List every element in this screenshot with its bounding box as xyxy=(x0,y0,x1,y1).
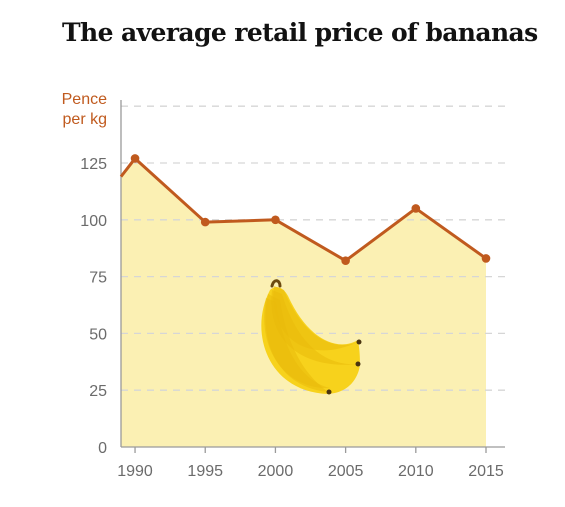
banana-bunch-icon xyxy=(261,279,362,395)
data-point xyxy=(341,256,350,265)
data-point xyxy=(271,215,280,225)
y-axis-label: Pence xyxy=(62,91,107,108)
banana-tip xyxy=(356,339,362,345)
y-tick-label: 50 xyxy=(89,326,107,343)
data-point xyxy=(130,154,140,163)
banana-tip xyxy=(326,389,332,395)
x-tick-label: 1995 xyxy=(187,463,223,480)
y-axis-label: per kg xyxy=(63,111,107,128)
chart-title: The average retail price of bananas xyxy=(62,18,538,47)
data-point xyxy=(411,204,421,213)
area-fill xyxy=(121,158,486,447)
y-tick-label: 125 xyxy=(80,156,107,173)
x-tick-label: 1990 xyxy=(117,463,153,480)
x-tick-label: 2010 xyxy=(398,463,434,480)
y-tick-label: 75 xyxy=(89,270,107,287)
banana-tip xyxy=(355,361,361,367)
data-point xyxy=(481,254,491,263)
x-tick-label: 2015 xyxy=(468,463,504,480)
banana-finger xyxy=(271,290,360,365)
y-tick-label: 25 xyxy=(89,383,107,400)
banana-finger xyxy=(264,298,330,389)
banana-stem xyxy=(270,279,282,288)
data-point xyxy=(200,217,210,227)
y-tick-label: 0 xyxy=(98,440,107,457)
x-tick-label: 2000 xyxy=(258,463,294,480)
y-tick-label: 100 xyxy=(80,213,107,230)
x-tick-label: 2005 xyxy=(328,463,364,480)
